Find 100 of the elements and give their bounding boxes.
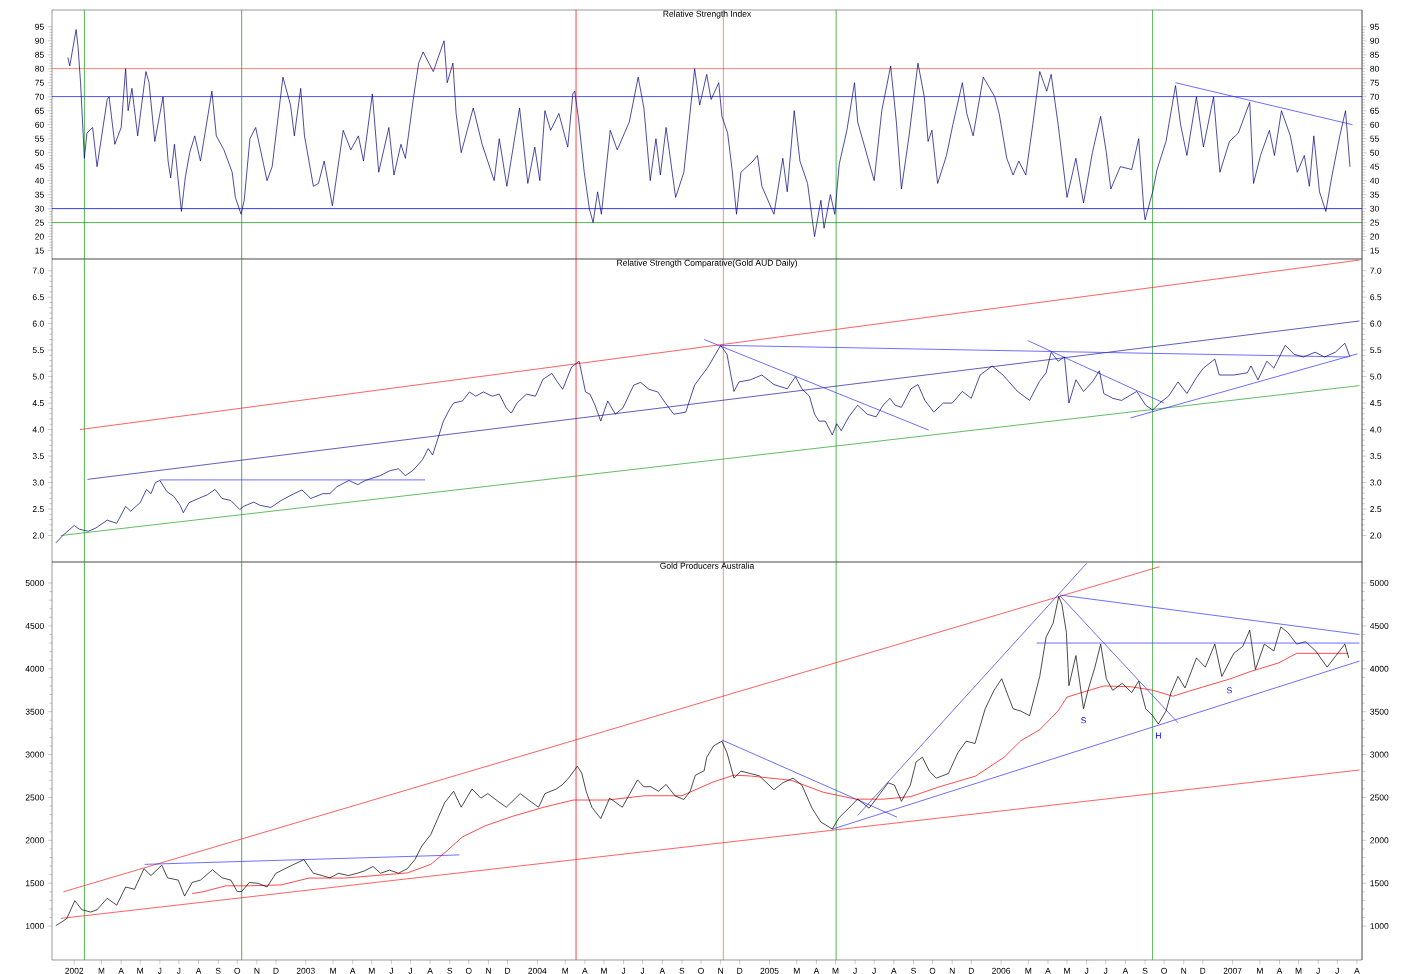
y-tick-label: 3500 — [25, 708, 44, 715]
x-tick-label: M — [98, 967, 105, 974]
x-tick-label: N — [1181, 967, 1187, 974]
y-tick-label: 4.0 — [32, 426, 44, 433]
x-tick-label: S — [911, 967, 916, 974]
y-tick-label: 40 — [34, 177, 44, 184]
x-tick-label: O — [234, 967, 241, 974]
chart-title: Gold Producers Australia — [660, 562, 755, 569]
y-tick-label: 90 — [35, 37, 44, 44]
y2-tick-label: 2.5 — [1370, 506, 1382, 513]
y2-tick-label: 7.0 — [1370, 267, 1382, 274]
x-tick-label: A — [1276, 967, 1283, 974]
x-tick-label: M — [562, 967, 569, 974]
x-tick-label: M — [601, 967, 607, 974]
x-tick-label: J — [1103, 967, 1108, 974]
chart-title: Relative Strength Comparative(Gold AUD Daily) — [617, 259, 797, 268]
y-tick-label: 50 — [35, 149, 44, 156]
x-tick-label: O — [1161, 967, 1167, 974]
x-tick-label: A — [118, 967, 124, 974]
y2-tick-label: 3000 — [1370, 751, 1389, 758]
y-tick-label: 3.0 — [32, 479, 44, 486]
x-tick-label: M — [1064, 967, 1070, 974]
x-tick-label: A — [195, 967, 202, 974]
y2-tick-label: 15 — [1370, 247, 1379, 254]
y-tick-label: 4500 — [25, 622, 44, 629]
x-tick-label: 2005 — [760, 967, 779, 974]
x-tick-label: J — [157, 967, 162, 974]
y-tick-label: 2500 — [25, 794, 44, 801]
y-tick-label: 25 — [35, 219, 44, 226]
x-tick-label: D — [968, 967, 974, 974]
y-tick-label: 1000 — [25, 923, 44, 930]
annotation: S — [1081, 717, 1086, 724]
x-tick-label: J — [853, 967, 857, 974]
x-tick-label: M — [1257, 967, 1263, 974]
y2-tick-label: 55 — [1370, 135, 1379, 142]
x-tick-label: S — [1142, 967, 1148, 974]
y-tick-label: 1500 — [25, 880, 44, 887]
y-tick-label: 45 — [34, 163, 44, 170]
y2-tick-label: 4500 — [1370, 622, 1389, 629]
x-tick-label: A — [1045, 967, 1051, 974]
x-tick-label: A — [349, 967, 356, 974]
x-tick-label: S — [215, 967, 221, 974]
x-tick-label: J — [640, 967, 645, 974]
y2-tick-label: 70 — [1370, 93, 1379, 100]
y-tick-label: 65 — [35, 107, 44, 114]
x-tick-label: J — [1335, 967, 1339, 974]
x-tick-label: M — [368, 967, 375, 974]
x-tick-label: M — [137, 967, 144, 974]
y-tick-label: 5.5 — [32, 347, 44, 354]
y-tick-label: 7.0 — [32, 267, 44, 274]
x-tick-label: S — [447, 967, 453, 974]
y-tick-label: 15 — [35, 247, 44, 254]
x-tick-label: A — [1354, 967, 1360, 974]
y-tick-label: 75 — [35, 79, 44, 86]
x-tick-label: N — [949, 967, 955, 974]
x-tick-label: A — [891, 967, 897, 974]
y2-tick-label: 35 — [1370, 191, 1379, 198]
y-tick-label: 2.0 — [32, 532, 44, 539]
annotation: S — [1226, 687, 1232, 694]
y-tick-label: 85 — [35, 51, 44, 58]
y-tick-label: 5000 — [25, 580, 44, 587]
annotation: H — [1156, 732, 1161, 739]
y2-tick-label: 1500 — [1370, 880, 1389, 887]
x-tick-label: J — [176, 967, 181, 974]
x-tick-label: O — [465, 967, 472, 974]
x-tick-label: A — [659, 967, 666, 974]
y2-tick-label: 4000 — [1370, 665, 1389, 672]
x-tick-label: M — [1025, 967, 1032, 974]
y-tick-label: 3.5 — [32, 453, 44, 460]
x-tick-label: 2002 — [65, 967, 84, 974]
y-tick-label: 55 — [35, 135, 44, 142]
y2-tick-label: 25 — [1370, 219, 1379, 226]
x-tick-label: D — [273, 967, 279, 974]
x-tick-label: 2007 — [1223, 967, 1242, 974]
y-tick-label: 4000 — [25, 665, 44, 672]
y2-tick-label: 20 — [1370, 233, 1379, 240]
y-tick-label: 95 — [35, 23, 44, 30]
x-tick-label: A — [1122, 967, 1129, 974]
y-tick-label: 6.5 — [32, 294, 44, 301]
y2-tick-label: 30 — [1370, 205, 1379, 212]
y2-tick-label: 45 — [1370, 163, 1379, 170]
y2-tick-label: 4.5 — [1370, 400, 1382, 407]
x-tick-label: J — [1316, 967, 1320, 974]
x-tick-label: M — [330, 967, 336, 974]
x-tick-label: J — [389, 967, 393, 974]
y2-tick-label: 1000 — [1370, 923, 1389, 930]
y2-tick-label: 65 — [1370, 107, 1379, 114]
y-tick-label: 6.0 — [32, 320, 44, 327]
x-tick-label: O — [929, 967, 936, 974]
x-tick-label: A — [427, 967, 433, 974]
y2-tick-label: 90 — [1370, 37, 1379, 44]
y2-tick-label: 4.0 — [1370, 426, 1382, 433]
y2-tick-label: 80 — [1370, 65, 1379, 72]
y2-tick-label: 5000 — [1370, 580, 1389, 587]
x-tick-label: N — [254, 967, 260, 974]
y2-tick-label: 50 — [1370, 149, 1379, 156]
y-tick-label: 2.5 — [32, 506, 44, 513]
y2-tick-label: 40 — [1370, 177, 1379, 184]
y2-tick-label: 2.0 — [1370, 532, 1382, 539]
x-tick-label: D — [737, 967, 743, 974]
